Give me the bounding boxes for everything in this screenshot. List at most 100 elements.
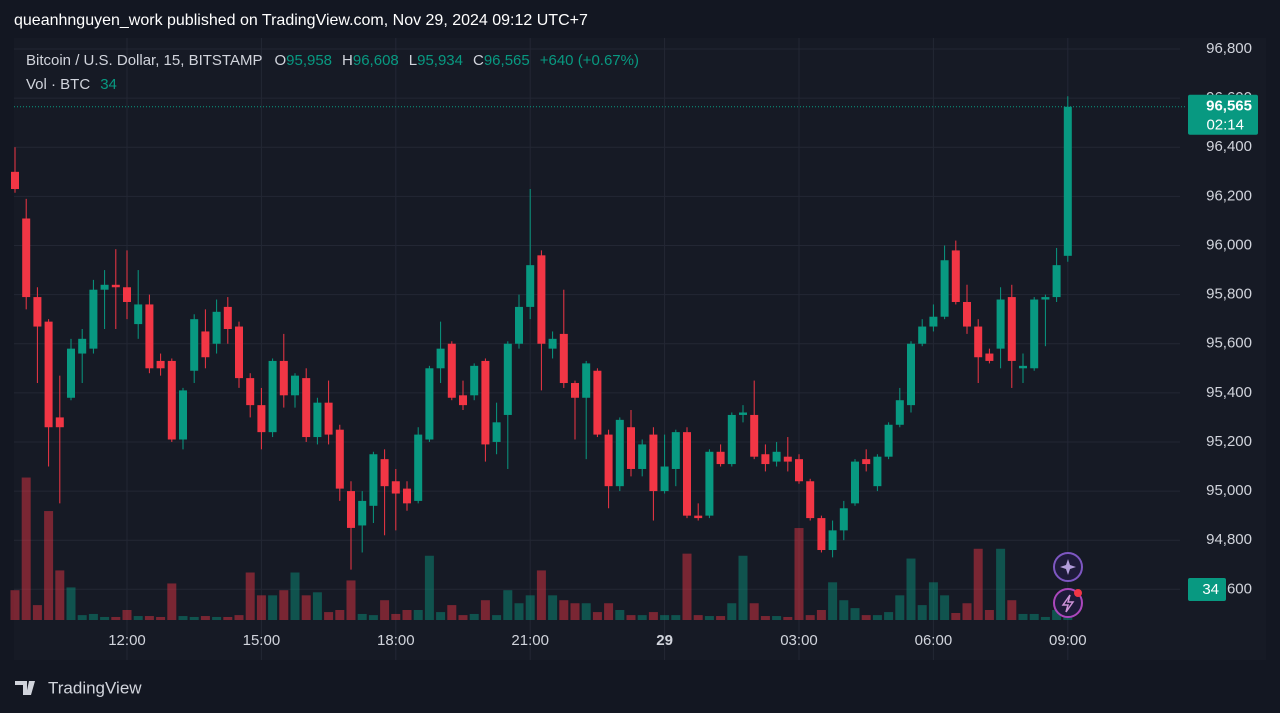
- volume-value: 34: [100, 76, 117, 93]
- candle-body: [257, 405, 266, 433]
- volume-bar: [884, 612, 894, 620]
- candle-body: [369, 454, 378, 506]
- y-tick-label: 95,800: [1206, 286, 1252, 303]
- volume-label: Vol · BTC: [26, 76, 90, 93]
- volume-bar: [10, 590, 20, 620]
- volume-tag: [1188, 578, 1226, 601]
- y-tick-label: 95,000: [1206, 482, 1252, 499]
- volume-bar: [357, 613, 367, 620]
- candle-body: [279, 360, 288, 396]
- volume-bar: [671, 615, 681, 620]
- volume-bar: [234, 615, 244, 620]
- candle-body: [67, 348, 75, 398]
- volume-bar: [984, 609, 994, 620]
- volume-bar: [21, 477, 31, 620]
- volume-bar: [66, 587, 76, 620]
- candle-body: [1063, 106, 1072, 256]
- candle-body: [436, 348, 445, 369]
- candle-body: [1030, 299, 1039, 369]
- candle-body: [302, 378, 311, 438]
- volume-bar: [727, 603, 737, 620]
- candle-body: [660, 466, 669, 492]
- candle-body: [1052, 265, 1061, 298]
- candle-body: [268, 360, 277, 433]
- symbol: Bitcoin / U.S. Dollar, 15, BITSTAMP: [26, 52, 262, 69]
- ohlc-value: 96,565: [484, 52, 530, 69]
- volume-bar: [212, 616, 222, 620]
- volume-bar: [592, 612, 602, 620]
- volume-bar: [100, 616, 110, 620]
- candle-body: [795, 459, 803, 482]
- volume-bar: [940, 595, 950, 620]
- candle-body: [515, 306, 523, 344]
- candle-body: [951, 250, 960, 302]
- volume-bar: [704, 616, 714, 620]
- candle-body: [414, 434, 423, 501]
- x-tick-label: 09:00: [1049, 632, 1087, 649]
- volume-bar: [492, 615, 502, 620]
- brand-logo: [15, 681, 35, 695]
- candle-body: [201, 331, 210, 358]
- last-price-label: 96,565: [1206, 98, 1252, 115]
- volume-bar: [794, 528, 804, 620]
- volume-bar: [458, 615, 468, 620]
- alerts-icon[interactable]: [1053, 588, 1083, 618]
- volume-bar: [928, 582, 938, 620]
- candle-body: [1019, 365, 1027, 369]
- volume-bar: [850, 608, 860, 620]
- candle-body: [335, 429, 344, 489]
- volume-bar: [223, 616, 233, 620]
- x-tick-label: 15:00: [243, 632, 281, 649]
- ohlc-value: 96,608: [353, 52, 399, 69]
- volume-bar: [1040, 616, 1050, 620]
- candle-body: [503, 343, 512, 415]
- volume-bar: [279, 590, 289, 620]
- volume-bar: [548, 595, 558, 620]
- x-tick-label: 06:00: [915, 632, 953, 649]
- candle-body: [190, 319, 199, 371]
- x-tick-label: 21:00: [511, 632, 549, 649]
- countdown: 02:14: [1206, 117, 1244, 134]
- candle-body: [895, 400, 904, 425]
- candle-body: [358, 500, 367, 526]
- volume-bar: [682, 553, 692, 620]
- candle-body: [907, 343, 915, 406]
- volume-bar: [133, 616, 143, 620]
- candle-body: [223, 306, 232, 329]
- candle-body: [559, 333, 568, 384]
- alert-dot: [1074, 589, 1082, 597]
- candle-body: [347, 491, 355, 528]
- candle-body: [940, 260, 949, 317]
- candle-body: [649, 434, 658, 492]
- candle-body: [828, 530, 837, 551]
- volume-bar: [178, 616, 188, 620]
- volume-bar: [962, 603, 972, 620]
- candle-body: [884, 424, 893, 457]
- candle-body: [772, 451, 781, 462]
- volume-bar: [156, 616, 166, 620]
- candle-body: [470, 365, 479, 396]
- sparkle: [1060, 559, 1076, 575]
- volume-bar: [525, 595, 535, 620]
- volume-bar: [1029, 613, 1039, 620]
- candle-body: [156, 360, 165, 369]
- volume-bar: [626, 615, 636, 620]
- volume-tag-label: 34: [1202, 581, 1219, 598]
- volume-bar: [906, 558, 916, 620]
- volume-bar: [335, 609, 345, 620]
- candle-body: [705, 451, 714, 516]
- volume-bar: [872, 615, 882, 620]
- brand: TradingView: [48, 678, 142, 697]
- candle-body: [716, 451, 725, 465]
- volume-bar: [200, 616, 210, 620]
- volume-bar: [1052, 609, 1062, 620]
- candle-body: [671, 432, 680, 469]
- x-tick-label: 03:00: [780, 632, 818, 649]
- volume-bar: [749, 603, 759, 620]
- candle-body: [100, 284, 109, 290]
- candle-body: [324, 402, 333, 435]
- volume-bar: [772, 616, 782, 620]
- volume-bar: [536, 570, 546, 620]
- plot: [10, 38, 1186, 660]
- published-line: queanhnguyen_work published on TradingVi…: [14, 12, 588, 29]
